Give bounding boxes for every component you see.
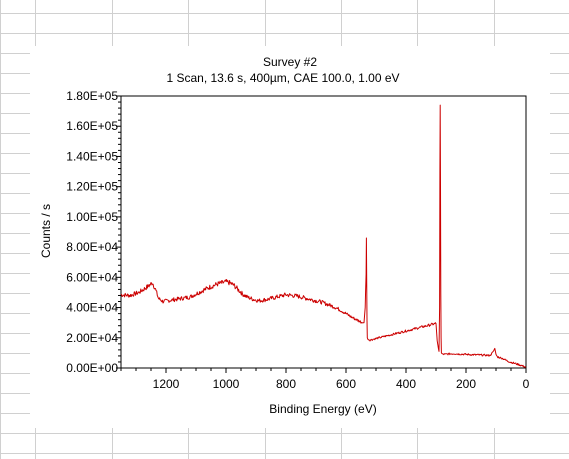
y-tick-label: 4.00E+04: [66, 301, 118, 315]
plot-area-frame: [120, 95, 527, 369]
y-tick-label: 1.20E+05: [66, 180, 118, 194]
y-tick-label: 0.00E+00: [66, 361, 118, 375]
chart-title: Survey #2: [263, 55, 317, 69]
y-tick-label: 1.80E+05: [66, 89, 118, 103]
chart-subtitle: 1 Scan, 13.6 s, 400µm, CAE 100.0, 1.00 e…: [166, 71, 399, 85]
y-tick-label: 6.00E+04: [66, 270, 118, 284]
x-axis: 1200 1000 800 600 400 200 0: [120, 368, 530, 391]
y-axis: 0.00E+00 2.00E+04 4.00E+04 6.00E+04 8.00E+04…: [66, 89, 121, 375]
x-tick-label: 400: [396, 377, 416, 391]
x-axis-label: Binding Energy (eV): [269, 402, 376, 416]
y-tick-label: 2.00E+04: [66, 331, 118, 345]
chart-canvas: [30, 46, 550, 428]
y-tick-label: 1.00E+05: [66, 210, 118, 224]
x-tick-label: 1200: [153, 377, 180, 391]
x-tick-label: 600: [336, 377, 356, 391]
y-tick-label: 1.60E+05: [66, 119, 118, 133]
x-tick-label: 1000: [213, 377, 240, 391]
x-tick-label: 200: [456, 377, 476, 391]
y-axis-label: Counts / s: [39, 204, 53, 258]
y-tick-label: 8.00E+04: [66, 240, 118, 254]
y-tick-label: 1.40E+05: [66, 149, 118, 163]
x-tick-label: 0: [523, 377, 530, 391]
x-tick-label: 800: [276, 377, 296, 391]
series-line-0: [120, 104, 527, 368]
series-layer: [120, 104, 527, 368]
